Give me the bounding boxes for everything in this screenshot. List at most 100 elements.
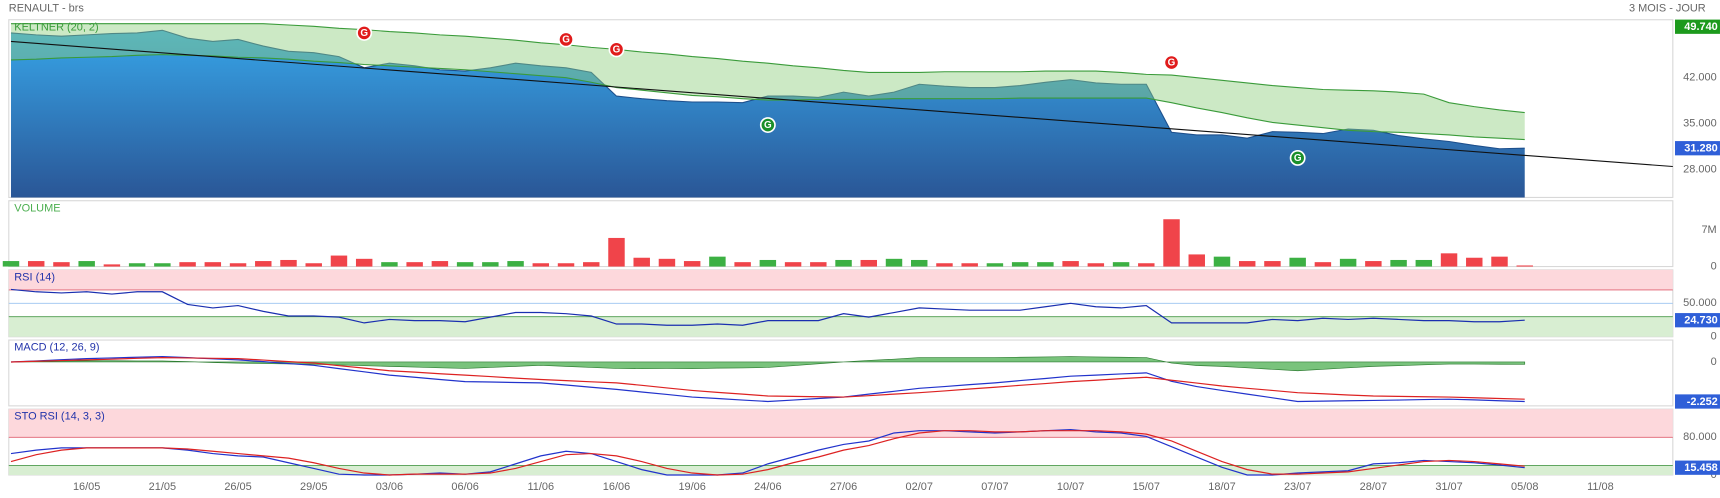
volume-bar xyxy=(1037,262,1054,267)
y-tick-label: 28.000 xyxy=(1683,164,1717,176)
volume-bar xyxy=(128,263,146,267)
x-tick-label: 11/06 xyxy=(527,481,554,493)
volume-bar xyxy=(1112,262,1130,267)
signal-label: G xyxy=(1294,153,1302,164)
instrument-title: RENAULT - brs xyxy=(9,3,85,15)
volume-bar xyxy=(406,262,423,267)
signal-label: G xyxy=(360,28,368,39)
volume-bar xyxy=(355,258,373,267)
price-line xyxy=(10,29,1525,150)
volume-bar xyxy=(1238,261,1256,267)
volume-bar xyxy=(1365,261,1382,267)
volume-bar xyxy=(784,262,802,267)
zone xyxy=(8,316,1673,337)
signal-label: G xyxy=(764,120,772,131)
volume-bar xyxy=(1415,259,1433,267)
volume-bar xyxy=(734,262,751,267)
x-tick-label: 05/08 xyxy=(1511,481,1538,493)
volume-bar xyxy=(1339,258,1357,267)
volume-bar xyxy=(961,263,978,267)
y-tick-label: 80.000 xyxy=(1683,431,1717,443)
volume-bar xyxy=(103,264,121,267)
y-tick-label: 42.000 xyxy=(1683,72,1717,84)
y-tick-label: 0 xyxy=(1711,260,1717,272)
volume-bar xyxy=(1314,262,1332,267)
x-tick-label: 28/07 xyxy=(1360,481,1387,493)
x-tick-label: 11/08 xyxy=(1587,481,1614,493)
zone xyxy=(8,409,1673,438)
volume-bar xyxy=(1062,261,1079,267)
volume-bar xyxy=(532,263,550,267)
volume-bar xyxy=(1138,263,1155,267)
price-area xyxy=(10,30,1525,198)
value-box xyxy=(1675,313,1720,328)
x-tick-label: 16/06 xyxy=(603,481,630,493)
volume-bar xyxy=(1390,259,1407,267)
panel-title: STO RSI (14, 3, 3) xyxy=(14,411,104,423)
x-tick-label: 26/05 xyxy=(224,481,251,493)
value-box-label: 24.730 xyxy=(1684,315,1718,327)
x-tick-label: 06/06 xyxy=(451,481,478,493)
x-tick-label: 31/07 xyxy=(1435,481,1462,493)
volume-bar xyxy=(179,262,196,267)
volume-bar xyxy=(305,263,322,267)
volume-bar xyxy=(885,258,903,267)
volume-bar xyxy=(1163,219,1180,267)
panel-title: MACD (12, 26, 9) xyxy=(14,342,99,354)
x-tick-label: 24/06 xyxy=(754,481,781,493)
x-tick-label: 23/07 xyxy=(1284,481,1311,493)
x-tick-label: 15/07 xyxy=(1133,481,1160,493)
period-label: 3 MOIS - JOUR xyxy=(1629,3,1706,15)
volume-bar xyxy=(154,263,171,267)
volume-bar xyxy=(1289,257,1306,267)
x-tick-label: 19/06 xyxy=(678,481,705,493)
x-tick-label: 03/06 xyxy=(376,481,403,493)
x-tick-label: 16/05 xyxy=(73,481,100,493)
panel-title: RSI (14) xyxy=(14,271,55,283)
volume-bar xyxy=(608,237,625,267)
y-tick-label: 50.000 xyxy=(1683,297,1717,309)
volume-bar xyxy=(1011,262,1029,267)
keltner-band xyxy=(10,23,1525,140)
signal-marker xyxy=(608,41,625,58)
panel-frame xyxy=(8,200,1674,268)
volume-bar xyxy=(280,259,297,267)
volume-bar xyxy=(1491,256,1508,267)
value-box xyxy=(1675,141,1720,156)
volume-bar xyxy=(1516,265,1533,267)
volume-bar xyxy=(53,262,70,267)
value-box-label: 31.280 xyxy=(1684,143,1718,155)
volume-bar xyxy=(229,263,247,267)
indicator-line xyxy=(10,288,1525,326)
x-tick-label: 29/05 xyxy=(300,481,327,493)
volume-bar xyxy=(2,261,20,267)
volume-bar xyxy=(557,263,575,267)
signal-label: G xyxy=(613,45,621,56)
volume-bar xyxy=(936,263,953,267)
volume-bar xyxy=(759,259,777,267)
volume-bar xyxy=(381,262,398,267)
volume-bar xyxy=(860,259,878,267)
signal-marker xyxy=(1289,150,1306,166)
y-tick-label: 35.000 xyxy=(1683,118,1717,130)
volume-bar xyxy=(27,261,45,267)
volume-bar xyxy=(255,261,272,267)
y-tick-label: 0 xyxy=(1711,331,1717,343)
volume-bar xyxy=(482,262,499,267)
indicator-line xyxy=(10,355,1525,403)
y-tick-label: 0 xyxy=(1711,469,1717,481)
signal-marker xyxy=(356,24,373,41)
volume-bar xyxy=(1466,257,1483,267)
signal-marker xyxy=(558,31,574,48)
volume-bar xyxy=(1188,254,1205,267)
macd-histogram xyxy=(10,356,1526,372)
indicator-line xyxy=(10,356,1525,400)
zone xyxy=(8,465,1673,475)
volume-bar xyxy=(683,261,701,267)
signal-label: G xyxy=(562,35,570,46)
volume-bar xyxy=(810,262,827,267)
panel-title: VOLUME xyxy=(14,202,60,214)
indicator-line xyxy=(10,428,1525,476)
volume-bar xyxy=(456,262,474,267)
